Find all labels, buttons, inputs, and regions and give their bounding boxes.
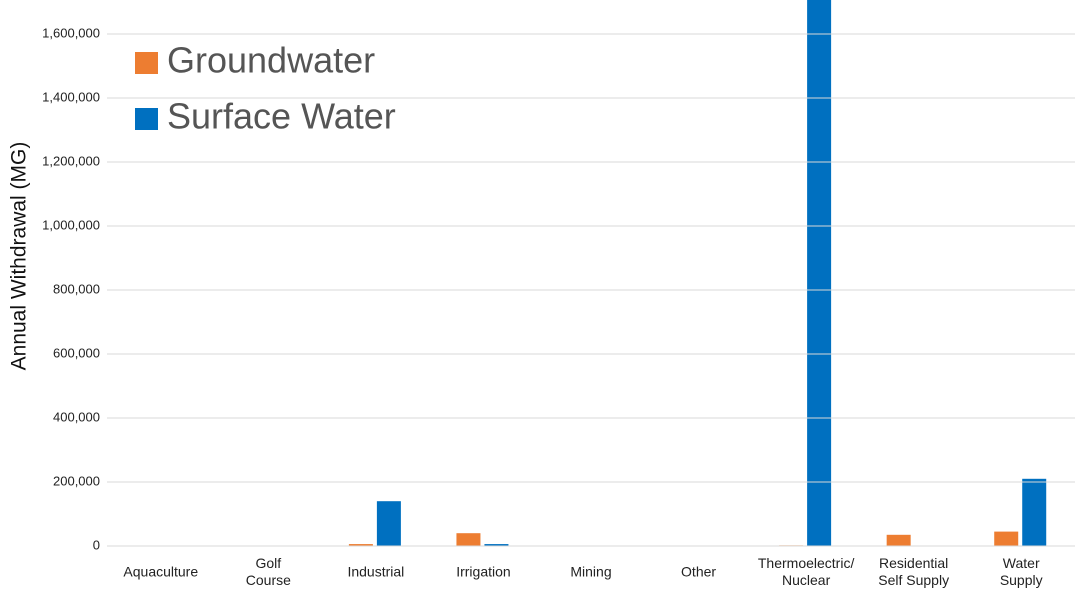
x-tick-label: Thermoelectric/ Nuclear [757, 555, 855, 588]
y-tick-label: 1,600,000 [42, 25, 100, 40]
bar [348, 544, 373, 546]
x-tick-label: Water Supply [999, 555, 1043, 588]
legend-swatch [135, 108, 158, 130]
y-tick-label: 600,000 [53, 345, 100, 360]
legend-label: Groundwater [167, 40, 375, 81]
bar [1022, 478, 1047, 546]
x-tick-label: Mining [570, 563, 612, 580]
x-tick-label: Golf Course [245, 555, 291, 588]
y-tick-label: 1,200,000 [42, 153, 100, 168]
bar [807, 0, 832, 546]
x-tick-label: Industrial [347, 563, 405, 580]
legend-swatch [135, 52, 158, 74]
y-tick-label: 1,000,000 [42, 217, 100, 232]
y-tick-label: 800,000 [53, 281, 100, 296]
y-tick-label: 1,400,000 [42, 89, 100, 104]
bar [376, 501, 401, 546]
bar [484, 544, 509, 546]
legend-label: Surface Water [167, 96, 396, 137]
y-tick-label: 200,000 [53, 473, 100, 488]
y-axis-label: Annual Withdrawal (MG) [8, 142, 31, 371]
x-tick-label: Irrigation [456, 563, 511, 580]
x-tick-label: Residential Self Supply [878, 555, 950, 588]
x-tick-label: Aquaculture [123, 563, 199, 580]
y-tick-label: 400,000 [53, 409, 100, 424]
x-tick-label: Other [681, 563, 717, 580]
bar [886, 534, 911, 546]
y-tick-label: 0 [93, 537, 100, 552]
bar [994, 531, 1019, 546]
bar [456, 533, 481, 546]
